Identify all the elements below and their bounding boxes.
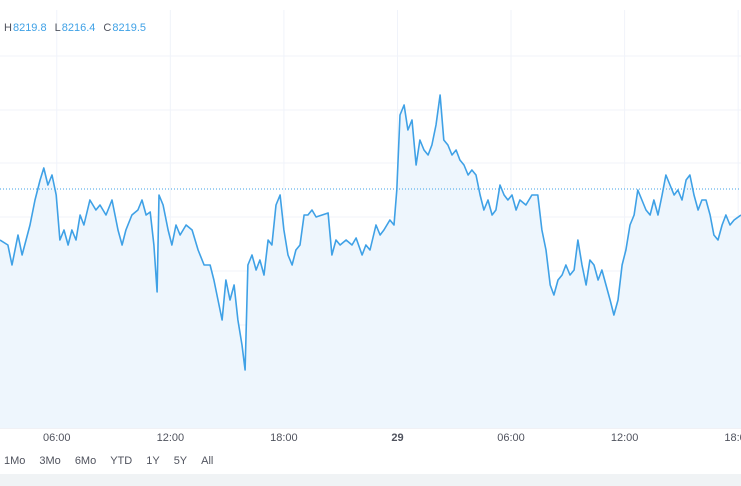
range-button[interactable]: 6Mo	[75, 455, 96, 467]
legend-value: 8219.5	[112, 22, 146, 34]
legend-key: C	[103, 22, 111, 34]
x-tick-label: 29	[391, 432, 403, 444]
price-line	[0, 94, 741, 371]
x-tick-label: 18:00	[270, 432, 298, 444]
range-button[interactable]: 1Y	[146, 455, 160, 467]
legend-key: L	[55, 22, 61, 34]
x-tick-label: 06:00	[497, 432, 525, 444]
x-tick-label: 12:00	[157, 432, 185, 444]
x-tick-label: 12:00	[611, 432, 639, 444]
range-button[interactable]: 5Y	[174, 455, 188, 467]
x-tick-label: 18:00	[724, 432, 741, 444]
range-button[interactable]: YTD	[110, 455, 132, 467]
legend-key: H	[4, 22, 12, 34]
legend-value: 8216.4	[62, 22, 96, 34]
range-button[interactable]: 1Mo	[4, 455, 25, 467]
bottom-strip	[0, 474, 741, 486]
area-fill	[0, 95, 741, 428]
range-button[interactable]: All	[201, 455, 213, 467]
range-button[interactable]: 3Mo	[39, 455, 60, 467]
x-tick-label: 06:00	[43, 432, 71, 444]
legend-value: 8219.8	[13, 22, 47, 34]
